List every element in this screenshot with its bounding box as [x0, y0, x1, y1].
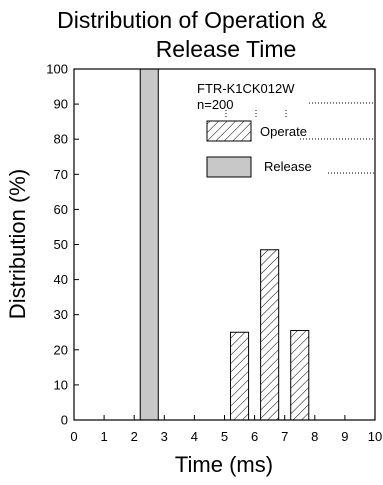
x-axis-title: Time (ms)	[175, 452, 273, 477]
legend-label-release: Release	[264, 159, 312, 174]
y-tick-label: 40	[54, 272, 68, 287]
y-tick-label: 30	[54, 307, 68, 322]
bar-operate-1	[260, 249, 280, 421]
x-tick-label: 5	[221, 429, 228, 444]
x-tick-label: 6	[251, 429, 258, 444]
y-tick-label: 10	[54, 377, 68, 392]
x-tick-label: 4	[191, 429, 198, 444]
bar-operate-0	[230, 331, 250, 421]
chart-title-line-2: Release Time	[156, 36, 297, 62]
legend-swatch-release	[206, 156, 252, 178]
x-tick-label: 0	[70, 429, 77, 444]
x-tick-label: 8	[311, 429, 318, 444]
y-tick-label: 0	[61, 413, 68, 428]
y-tick-label: 70	[54, 167, 68, 182]
y-tick-label: 60	[54, 202, 68, 217]
bar-operate-2	[290, 329, 310, 421]
x-tick-label: 2	[131, 429, 138, 444]
legend-swatch-operate	[206, 120, 252, 142]
annotation-model: FTR-K1CK012W	[197, 81, 295, 96]
x-tick-label: 10	[368, 429, 382, 444]
x-tick-label: 7	[281, 429, 288, 444]
bar-release-0	[139, 68, 159, 421]
x-tick-label: 3	[161, 429, 168, 444]
x-tick-label: 9	[341, 429, 348, 444]
x-tick-label: 1	[100, 429, 107, 444]
y-tick-label: 20	[54, 342, 68, 357]
legend-label-operate: Operate	[260, 124, 307, 139]
y-axis-title: Distribution (%)	[5, 169, 30, 319]
legend: Operate Release	[206, 120, 312, 178]
chart-title-line-1: Distribution of Operation &	[57, 7, 327, 33]
annotation-sample-size: n=200	[197, 97, 234, 112]
y-tick-label: 100	[46, 62, 68, 77]
y-tick-label: 50	[54, 237, 68, 252]
y-tick-label: 80	[54, 132, 68, 147]
y-tick-label: 90	[54, 97, 68, 112]
